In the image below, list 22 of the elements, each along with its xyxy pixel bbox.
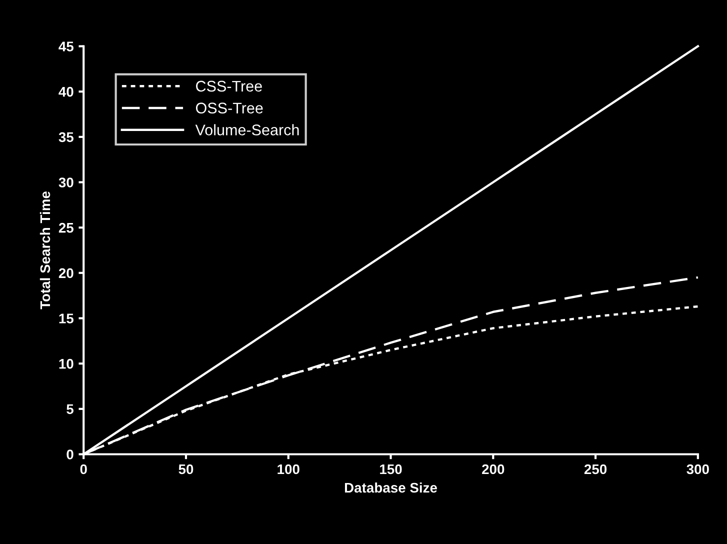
y-tick-label: 15 [59, 314, 74, 324]
x-tick-label: 100 [278, 464, 300, 474]
x-axis-title: Database Size [344, 482, 437, 493]
y-tick-label: 5 [66, 404, 74, 414]
y-tick-label: 45 [58, 42, 74, 52]
legend-label: OSS-Tree [196, 102, 263, 114]
y-axis-title: Total Search Time [40, 192, 50, 310]
x-tick-label: 50 [178, 464, 194, 474]
y-tick-label: 0 [66, 450, 74, 460]
legend-label: CSS-Tree [196, 80, 262, 92]
y-tick-label: 40 [58, 86, 74, 97]
y-tick-label: 10 [59, 358, 74, 369]
x-tick-label: 300 [686, 464, 709, 474]
x-tick-label: 150 [380, 464, 402, 474]
y-tick-label: 30 [58, 178, 74, 188]
x-tick-label: 0 [80, 464, 87, 474]
y-tick-label: 25 [58, 222, 74, 233]
x-tick-label: 250 [584, 464, 607, 474]
x-tick-label: 200 [482, 464, 504, 474]
legend-label: Volume-Search [195, 124, 299, 136]
y-tick-label: 20 [58, 268, 74, 278]
y-tick-label: 35 [58, 132, 74, 142]
